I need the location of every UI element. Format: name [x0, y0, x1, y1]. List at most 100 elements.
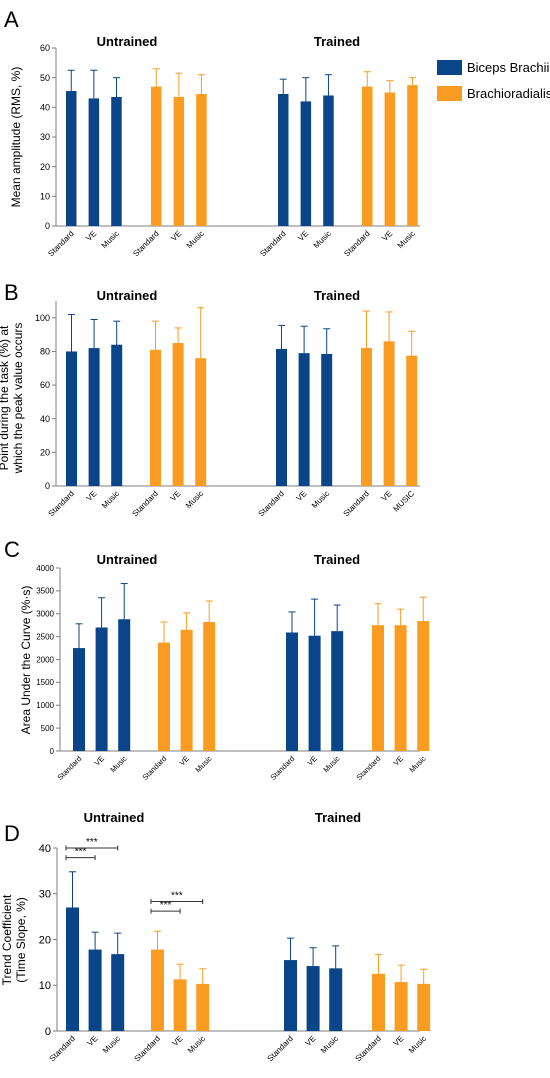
bar-untrained-biceps-brachii-standard: [66, 91, 77, 227]
y-tick-label: 10: [39, 980, 51, 992]
bar-untrained-biceps-brachii-ve: [88, 348, 100, 486]
bar-trained-brachioradialis-ve: [394, 625, 407, 751]
group-title-untrained: Untrained: [97, 34, 158, 49]
bar-untrained-brachioradialis-ve: [173, 979, 187, 1031]
y-tick-label: 10: [40, 191, 50, 201]
bar-trained-biceps-brachii-standard: [276, 348, 287, 486]
group-title-trained: Trained: [315, 810, 361, 825]
bar-trained-biceps-brachii-ve: [306, 966, 320, 1031]
y-axis-label-line: Area Under the Curve (%·s): [19, 586, 33, 735]
bar-trained-brachioradialis-ve: [394, 982, 408, 1031]
y-tick-label: 500: [41, 724, 55, 733]
group-title-untrained: Untrained: [97, 552, 158, 567]
y-tick-label: 3500: [36, 587, 54, 596]
y-axis-label-line: (Time Slope, %): [14, 897, 28, 983]
bar-trained-biceps-brachii-music: [331, 631, 344, 751]
bar-trained-biceps-brachii-ve: [300, 101, 312, 226]
y-tick-label: 3000: [36, 610, 54, 619]
bar-untrained-biceps-brachii-standard: [66, 351, 77, 486]
legend-swatch-biceps: [437, 60, 462, 75]
y-axis-label-line: Mean amplitude (RMS, %): [9, 67, 23, 208]
y-axis-label-line: which the peak value occurs: [11, 323, 25, 475]
panel-label: A: [4, 7, 19, 32]
bar-trained-brachioradialis-ve: [384, 92, 396, 226]
group-title-trained: Trained: [314, 552, 360, 567]
bar-trained-brachioradialis-standard: [372, 625, 384, 751]
y-tick-label: 50: [40, 73, 50, 83]
significance-label: ***: [75, 847, 87, 858]
bar-untrained-biceps-brachii-standard: [66, 907, 79, 1031]
bar-untrained-biceps-brachii-music: [118, 619, 131, 751]
bar-trained-brachioradialis-music: [417, 983, 431, 1031]
y-tick-label: 0: [50, 747, 55, 756]
bar-untrained-biceps-brachii-ve: [88, 98, 100, 226]
y-axis-label: Mean amplitude (RMS, %): [9, 67, 23, 208]
bar-untrained-biceps-brachii-ve: [95, 627, 108, 751]
y-axis-label-line: Point during the task (%) at: [0, 325, 11, 470]
y-tick-label: 1000: [36, 701, 54, 710]
y-tick-label: 2500: [36, 632, 54, 641]
legend-label-brachioradialis: Brachioradialis: [467, 86, 550, 101]
bar-untrained-biceps-brachii-ve: [88, 949, 102, 1031]
bar-trained-brachioradialis-standard: [372, 973, 385, 1031]
y-tick-label: 20: [39, 934, 51, 946]
panel-label: D: [4, 821, 20, 846]
y-tick-label: 0: [45, 481, 50, 491]
bar-trained-biceps-brachii-music: [321, 353, 333, 486]
bar-untrained-biceps-brachii-music: [111, 344, 123, 486]
bar-trained-biceps-brachii-standard: [278, 93, 289, 226]
panel-label: C: [4, 537, 20, 562]
bar-trained-brachioradialis-music: [417, 621, 430, 751]
y-tick-label: 20: [40, 448, 50, 458]
bar-untrained-brachioradialis-ve: [172, 343, 184, 486]
y-tick-label: 2000: [36, 655, 54, 664]
significance-label: ***: [160, 900, 172, 911]
bar-trained-biceps-brachii-music: [329, 968, 343, 1031]
bar-trained-biceps-brachii-standard: [284, 960, 297, 1031]
bar-untrained-brachioradialis-music: [196, 93, 207, 226]
y-axis-label: Point during the task (%) at which the pe…: [0, 323, 25, 475]
bar-trained-brachioradialis-standard: [361, 348, 372, 486]
bar-trained-brachioradialis-music: [407, 85, 418, 226]
y-tick-label: 60: [40, 380, 50, 390]
bar-untrained-biceps-brachii-music: [111, 96, 122, 226]
y-tick-label: 0: [45, 1026, 51, 1038]
bar-untrained-brachioradialis-standard: [151, 949, 164, 1031]
bar-untrained-brachioradialis-standard: [151, 86, 162, 226]
significance-label: ***: [86, 837, 98, 848]
bar-trained-brachioradialis-standard: [362, 86, 373, 226]
bar-untrained-brachioradialis-music: [195, 358, 207, 486]
bar-untrained-brachioradialis-ve: [173, 96, 185, 226]
y-tick-label: 30: [40, 132, 50, 142]
bar-untrained-brachioradialis-standard: [158, 642, 170, 751]
legend-label-biceps: Biceps Brachii: [467, 60, 549, 75]
bar-trained-biceps-brachii-ve: [298, 353, 310, 486]
bar-trained-biceps-brachii-ve: [308, 635, 321, 751]
group-title-trained: Trained: [314, 34, 360, 49]
y-tick-label: 80: [40, 347, 50, 357]
y-tick-label: 1500: [36, 678, 54, 687]
bar-untrained-brachioradialis-ve: [180, 629, 193, 751]
group-title-untrained: Untrained: [84, 810, 145, 825]
y-axis-label-line: Trend Coefficient: [0, 894, 14, 985]
group-title-trained: Trained: [314, 288, 360, 303]
panel-label: B: [4, 280, 19, 305]
legend: Biceps Brachii Brachioradialis: [437, 60, 550, 101]
y-tick-label: 4000: [36, 564, 54, 573]
y-tick-label: 20: [40, 162, 50, 172]
y-axis-label: Area Under the Curve (%·s): [19, 586, 33, 735]
bar-untrained-brachioradialis-standard: [150, 349, 161, 486]
y-tick-label: 40: [40, 414, 50, 424]
bar-trained-brachioradialis-music: [406, 355, 418, 486]
legend-swatch-brachioradialis: [437, 86, 462, 101]
bar-untrained-brachioradialis-music: [203, 621, 216, 751]
significance-label: ***: [171, 891, 183, 902]
y-tick-label: 0: [45, 221, 50, 231]
bar-trained-biceps-brachii-music: [323, 95, 334, 226]
bar-trained-brachioradialis-ve: [383, 341, 395, 486]
y-axis-label: Trend Coefficient (Time Slope, %): [0, 894, 28, 985]
y-tick-label: 30: [39, 889, 51, 901]
group-title-untrained: Untrained: [97, 288, 158, 303]
